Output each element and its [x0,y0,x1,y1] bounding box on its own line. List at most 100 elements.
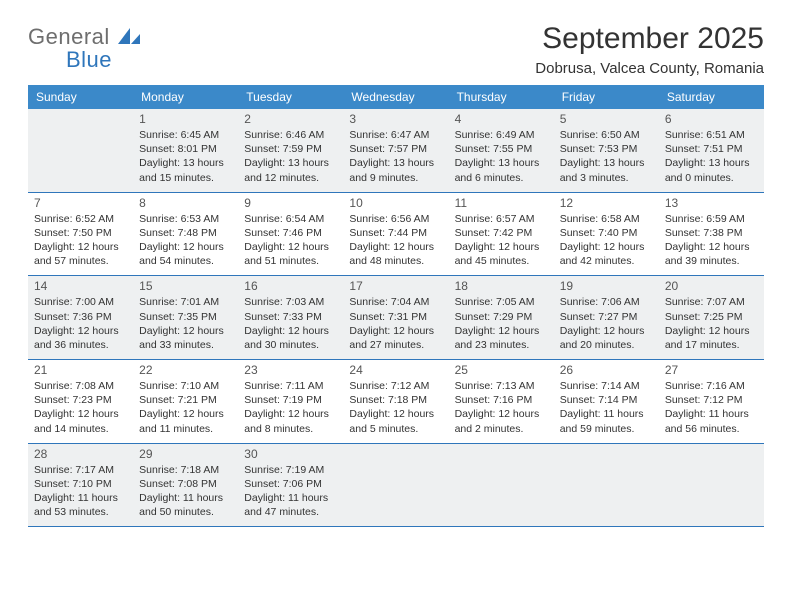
day-sunset: Sunset: 7:31 PM [349,310,442,324]
day-sunset: Sunset: 7:19 PM [244,393,337,407]
day-sunrise: Sunrise: 7:03 AM [244,295,337,309]
day-daylight2: and 56 minutes. [665,422,758,436]
day-sunrise: Sunrise: 6:57 AM [455,212,548,226]
day-number [455,447,548,461]
day-cell: 17 Sunrise: 7:04 AMSunset: 7:31 PMDayligh… [343,276,448,359]
weekday-friday: Friday [554,85,659,109]
day-daylight1: Daylight: 12 hours [244,407,337,421]
day-daylight2: and 48 minutes. [349,254,442,268]
day-cell: 27Sunrise: 7:16 AMSunset: 7:12 PMDayligh… [659,360,764,443]
day-number: 27 [665,363,758,377]
day-daylight2: and 51 minutes. [244,254,337,268]
day-daylight1: Daylight: 12 hours [349,240,442,254]
day-daylight1: Daylight: 11 hours [244,491,337,505]
day-sunset: Sunset: 7:10 PM [34,477,127,491]
week-row: 1Sunrise: 6:45 AMSunset: 8:01 PMDaylight… [28,109,764,193]
day-cell: 9Sunrise: 6:54 AMSunset: 7:46 PMDaylight… [238,193,343,276]
day-sunset: Sunset: 7:46 PM [244,226,337,240]
day-sunset: Sunset: 7:50 PM [34,226,127,240]
logo-word-2: Blue [66,49,112,71]
day-sunrise: Sunrise: 6:54 AM [244,212,337,226]
location: Dobrusa, Valcea County, Romania [535,60,764,77]
weekday-sunday: Sunday [28,85,133,109]
day-sunset: Sunset: 7:33 PM [244,310,337,324]
day-cell: 8Sunrise: 6:53 AMSunset: 7:48 PMDaylight… [133,193,238,276]
day-cell: 5Sunrise: 6:50 AMSunset: 7:53 PMDaylight… [554,109,659,192]
day-cell: 4Sunrise: 6:49 AMSunset: 7:55 PMDaylight… [449,109,554,192]
page: General Blue September 2025 Dobrusa, Val… [0,0,792,537]
day-number: 1 [139,112,232,126]
day-sunrise: Sunrise: 6:46 AM [244,128,337,142]
day-cell: 20Sunrise: 7:07 AMSunset: 7:25 PMDayligh… [659,276,764,359]
day-cell: 23Sunrise: 7:11 AMSunset: 7:19 PMDayligh… [238,360,343,443]
day-sunrise: Sunrise: 6:49 AM [455,128,548,142]
day-sunset: Sunset: 7:59 PM [244,142,337,156]
day-sunset: Sunset: 7:16 PM [455,393,548,407]
day-daylight2: and 5 minutes. [349,422,442,436]
day-number: 14 [34,279,127,293]
day-sunrise: Sunrise: 6:47 AM [349,128,442,142]
day-daylight2: and 36 minutes. [34,338,127,352]
day-daylight2: and 57 minutes. [34,254,127,268]
day-daylight1: Daylight: 12 hours [349,407,442,421]
day-daylight1: Daylight: 12 hours [139,240,232,254]
day-cell: 10Sunrise: 6:56 AMSunset: 7:44 PMDayligh… [343,193,448,276]
day-sunset: Sunset: 7:53 PM [560,142,653,156]
day-sunrise: Sunrise: 7:18 AM [139,463,232,477]
day-sunset: Sunset: 8:01 PM [139,142,232,156]
day-sunrise: Sunrise: 7:07 AM [665,295,758,309]
day-cell: 30Sunrise: 7:19 AMSunset: 7:06 PMDayligh… [238,444,343,527]
day-daylight1: Daylight: 12 hours [34,240,127,254]
day-sunrise: Sunrise: 7:13 AM [455,379,548,393]
day-sunset: Sunset: 7:51 PM [665,142,758,156]
day-daylight1: Daylight: 12 hours [560,324,653,338]
day-sunset: Sunset: 7:57 PM [349,142,442,156]
day-sunset: Sunset: 7:12 PM [665,393,758,407]
day-cell [28,109,133,192]
day-sunset: Sunset: 7:29 PM [455,310,548,324]
day-number: 17 [349,279,442,293]
day-daylight2: and 45 minutes. [455,254,548,268]
day-daylight1: Daylight: 12 hours [349,324,442,338]
day-daylight2: and 23 minutes. [455,338,548,352]
day-sunset: Sunset: 7:36 PM [34,310,127,324]
day-number: 6 [665,112,758,126]
header: General Blue September 2025 Dobrusa, Val… [28,22,764,77]
day-daylight1: Daylight: 11 hours [34,491,127,505]
day-sunrise: Sunrise: 7:08 AM [34,379,127,393]
day-sunset: Sunset: 7:08 PM [139,477,232,491]
week-row: 28Sunrise: 7:17 AMSunset: 7:10 PMDayligh… [28,444,764,528]
day-daylight2: and 3 minutes. [560,171,653,185]
day-cell: 26Sunrise: 7:14 AMSunset: 7:14 PMDayligh… [554,360,659,443]
day-cell: 1Sunrise: 6:45 AMSunset: 8:01 PMDaylight… [133,109,238,192]
day-daylight2: and 42 minutes. [560,254,653,268]
day-number: 26 [560,363,653,377]
day-sunset: Sunset: 7:55 PM [455,142,548,156]
day-sunrise: Sunrise: 7:10 AM [139,379,232,393]
day-daylight2: and 59 minutes. [560,422,653,436]
day-number [560,447,653,461]
day-daylight1: Daylight: 13 hours [349,156,442,170]
logo-sail-icon [118,28,140,49]
day-number: 11 [455,196,548,210]
day-number: 22 [139,363,232,377]
weeks-container: 1Sunrise: 6:45 AMSunset: 8:01 PMDaylight… [28,109,764,527]
title-block: September 2025 Dobrusa, Valcea County, R… [535,22,764,77]
day-number [665,447,758,461]
day-daylight1: Daylight: 12 hours [139,324,232,338]
day-daylight1: Daylight: 12 hours [244,324,337,338]
day-cell: 12Sunrise: 6:58 AMSunset: 7:40 PMDayligh… [554,193,659,276]
day-daylight1: Daylight: 13 hours [665,156,758,170]
day-sunrise: Sunrise: 7:04 AM [349,295,442,309]
day-sunset: Sunset: 7:42 PM [455,226,548,240]
day-number: 21 [34,363,127,377]
day-sunset: Sunset: 7:40 PM [560,226,653,240]
day-sunset: Sunset: 7:25 PM [665,310,758,324]
day-sunset: Sunset: 7:38 PM [665,226,758,240]
day-cell: 6Sunrise: 6:51 AMSunset: 7:51 PMDaylight… [659,109,764,192]
day-sunrise: Sunrise: 7:16 AM [665,379,758,393]
day-sunset: Sunset: 7:44 PM [349,226,442,240]
day-daylight2: and 39 minutes. [665,254,758,268]
day-number: 5 [560,112,653,126]
day-cell [659,444,764,527]
